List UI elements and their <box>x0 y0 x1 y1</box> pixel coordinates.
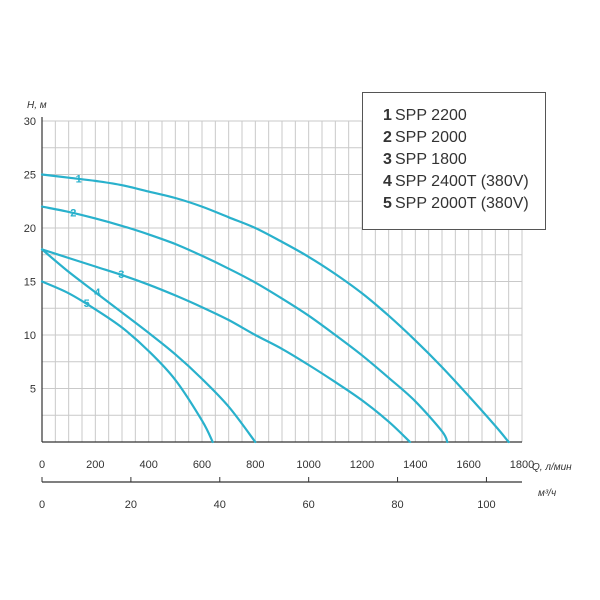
legend-item-5: 5 SPP 2000T (380V) <box>383 195 545 217</box>
x-axis-title: Q, л/мин <box>532 462 572 473</box>
legend-label: SPP 2400T (380V) <box>395 173 529 190</box>
curve-number-label: 4 <box>94 287 101 299</box>
x-tick-label: 400 <box>139 459 157 471</box>
x2-tick-label: 0 <box>39 499 45 511</box>
legend: 1 SPP 2200 2 SPP 2000 3 SPP 1800 4 SPP 2… <box>362 92 546 230</box>
legend-item-3: 3 SPP 1800 <box>383 151 545 173</box>
legend-number: 4 <box>383 173 392 190</box>
curve-number-label: 3 <box>118 269 124 281</box>
legend-label: SPP 2000 <box>395 129 467 146</box>
curve-series-1 <box>40 173 510 444</box>
x-tick-label: 0 <box>39 459 45 471</box>
x-tick-label: 1400 <box>403 459 427 471</box>
curve-number-label: 1 <box>76 174 82 186</box>
y-tick-label: 15 <box>24 277 36 289</box>
legend-label: SPP 2200 <box>395 107 467 124</box>
y-tick-label: 10 <box>24 330 36 342</box>
x-tick-label: 1200 <box>350 459 374 471</box>
legend-item-1: 1 SPP 2200 <box>383 107 545 129</box>
y-tick-label: 5 <box>30 384 36 396</box>
x2-tick-label: 100 <box>477 499 495 511</box>
x2-tick-label: 20 <box>125 499 137 511</box>
legend-number: 1 <box>383 107 392 124</box>
legend-label: SPP 2000T (380V) <box>395 195 529 212</box>
axes <box>41 117 522 483</box>
curve-series-2 <box>40 205 449 444</box>
curve-number-label: 2 <box>70 208 76 220</box>
y-axis-title: H, м <box>27 100 47 111</box>
x-tick-label: 800 <box>246 459 264 471</box>
curve-series-3 <box>40 248 412 444</box>
x2-tick-label: 60 <box>303 499 315 511</box>
legend-number: 5 <box>383 195 392 212</box>
legend-number: 2 <box>383 129 392 146</box>
tick-labels: 0 200 400 600 800 1000 1200 1400 1600 18005101520… <box>24 116 534 511</box>
curve-number-label: 5 <box>84 298 90 310</box>
x2-tick-label: 80 <box>391 499 403 511</box>
legend-label: SPP 1800 <box>395 151 467 168</box>
x-tick-label: 200 <box>86 459 104 471</box>
curve-series-5 <box>40 280 214 444</box>
x-tick-label: 1800 <box>510 459 534 471</box>
y-tick-label: 30 <box>24 116 36 128</box>
y-tick-label: 25 <box>24 170 36 182</box>
curve-series-4 <box>40 248 257 444</box>
x2-tick-label: 40 <box>214 499 226 511</box>
legend-item-4: 4 SPP 2400T (380V) <box>383 173 545 195</box>
y-tick-label: 20 <box>24 223 36 235</box>
legend-item-2: 2 SPP 2000 <box>383 129 545 151</box>
legend-number: 3 <box>383 151 392 168</box>
x-tick-label: 1000 <box>296 459 320 471</box>
x-tick-label: 600 <box>193 459 211 471</box>
x2-axis-title: м³/ч <box>538 488 556 499</box>
x-tick-label: 1600 <box>456 459 480 471</box>
